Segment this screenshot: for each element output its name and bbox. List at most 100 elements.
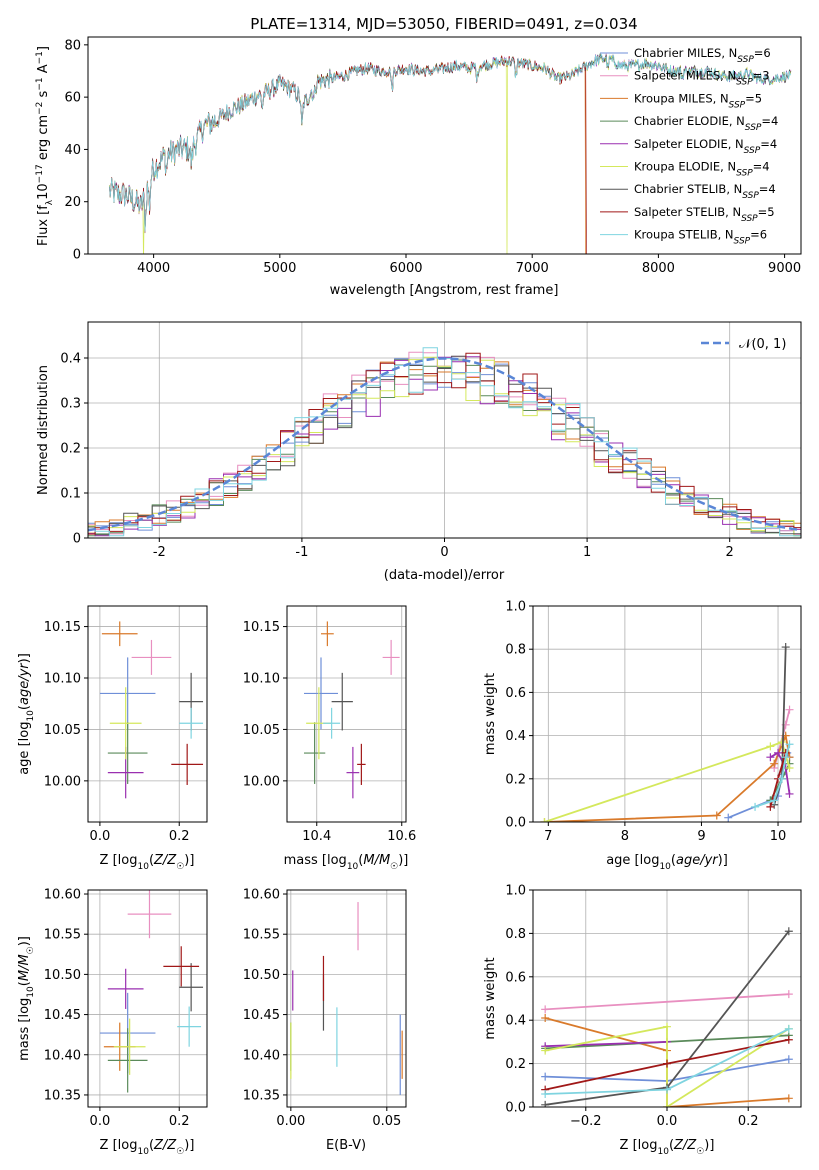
series-marker xyxy=(784,1055,793,1064)
y-tick-label: 0 xyxy=(73,532,81,547)
plot-area-spectrum xyxy=(109,53,792,254)
axes-frame xyxy=(87,36,802,255)
y-tick-label: 10.00 xyxy=(243,774,280,789)
x-axis-label: Z [log10(Z/Z☉)] xyxy=(100,1138,195,1157)
legend: 𝒩(0, 1) xyxy=(701,337,786,352)
series-marker xyxy=(766,742,775,751)
y-tick-label: 0.1 xyxy=(60,487,81,502)
y-tick-label: 10.60 xyxy=(44,888,81,903)
series-marker xyxy=(766,753,775,762)
y-tick-label: 10.40 xyxy=(243,1048,280,1063)
y-tick-label: 0.8 xyxy=(505,643,526,658)
series-marker xyxy=(777,774,786,783)
series-marker xyxy=(777,738,786,747)
y-tick-label: 0.2 xyxy=(60,442,81,457)
y-tick-label: 10.45 xyxy=(44,1008,81,1023)
axes-weight_vs_Z: −0.2 0.0 0.2 0.0 0.2 0.4 0.6 0.8 1.0 xyxy=(505,884,802,1129)
x-tick-label: 0.2 xyxy=(738,1114,759,1129)
x-tick-label: 0.2 xyxy=(169,1114,190,1129)
x-tick-label: 0.0 xyxy=(657,1114,678,1129)
legend-entry: Chabrier MILES, NSSP=6 xyxy=(634,46,771,65)
axes-frame xyxy=(87,321,802,539)
y-tick-label: 10.15 xyxy=(243,620,280,635)
y-tick-label: 60 xyxy=(64,91,81,106)
series-marker xyxy=(663,1085,671,1094)
legend-entry: Kroupa ELODIE, NSSP=4 xyxy=(634,160,770,179)
y-tick-label: 10.05 xyxy=(243,723,280,738)
x-tick-label: 8 xyxy=(621,829,629,844)
y-tick-label: 0.8 xyxy=(505,927,526,942)
y-axis-label: age [log10(age/yr)] xyxy=(17,653,36,775)
x-tick-label: 9 xyxy=(697,829,705,844)
axes-frame xyxy=(286,889,407,1108)
y-tick-label: 10.05 xyxy=(44,723,81,738)
legend: Chabrier MILES, NSSP=6 Salpeter MILES, NS… xyxy=(600,46,778,247)
series-marker xyxy=(781,753,790,762)
legend-entry: Kroupa STELIB, NSSP=6 xyxy=(634,228,767,247)
x-tick-label: 0 xyxy=(440,545,448,560)
y-tick-label: 0.2 xyxy=(505,1057,526,1072)
y-tick-label: 0.0 xyxy=(505,1101,526,1116)
legend-entry: Kroupa MILES, NSSP=5 xyxy=(634,91,762,110)
series-marker xyxy=(541,1046,550,1055)
y-tick-label: 10.45 xyxy=(243,1008,280,1023)
series-marker xyxy=(784,1035,793,1044)
y-tick-label: 0.3 xyxy=(60,397,81,412)
legend-entry: Chabrier ELODIE, NSSP=4 xyxy=(634,114,778,133)
series-marker xyxy=(751,802,760,811)
y-tick-label: 10.35 xyxy=(243,1088,280,1103)
series-marker xyxy=(541,1072,550,1081)
normal-curve xyxy=(88,357,801,532)
y-axis-label: Normed distribution xyxy=(36,365,51,495)
axes-age_vs_Z: 0.0 0.2 10.00 10.05 10.10 10.15 xyxy=(44,605,208,844)
x-tick-label: 10.6 xyxy=(387,829,416,844)
y-tick-label: 10.60 xyxy=(243,888,280,903)
x-tick-label: 4000 xyxy=(137,261,170,276)
x-tick-label: 1 xyxy=(583,545,591,560)
x-tick-label: 8000 xyxy=(642,261,675,276)
y-tick-label: 80 xyxy=(64,38,81,53)
spectrum-line xyxy=(109,53,792,232)
y-tick-label: 10.35 xyxy=(44,1088,81,1103)
x-tick-label: 7000 xyxy=(516,261,549,276)
axes-frame xyxy=(87,605,208,823)
x-axis-label: E(B-V) xyxy=(326,1138,366,1153)
y-tick-label: 0.0 xyxy=(505,816,526,831)
y-axis-label: mass weight xyxy=(483,673,498,755)
y-tick-label: 0.4 xyxy=(505,1014,526,1029)
series-marker xyxy=(541,1089,550,1098)
series-marker xyxy=(663,1103,671,1107)
y-tick-label: 1.0 xyxy=(505,600,526,615)
series-marker xyxy=(770,796,779,805)
x-tick-label: 0.00 xyxy=(276,1114,305,1129)
series-marker xyxy=(784,1094,793,1103)
plot-area-mass_vs_EBV xyxy=(290,902,403,1095)
y-tick-label: 0.4 xyxy=(505,729,526,744)
plot-area-age_vs_mass xyxy=(304,621,400,799)
x-tick-label: 7 xyxy=(544,829,552,844)
x-tick-label: −0.2 xyxy=(570,1114,602,1129)
legend-entry: Salpeter ELODIE, NSSP=4 xyxy=(634,137,777,156)
legend-entry: Chabrier STELIB, NSSP=4 xyxy=(634,182,776,201)
x-tick-label: 2 xyxy=(726,545,734,560)
series-marker xyxy=(785,764,794,772)
series-line xyxy=(545,1041,668,1048)
series-marker xyxy=(540,818,549,822)
x-tick-label: 6000 xyxy=(389,261,422,276)
y-tick-label: 0.6 xyxy=(505,686,526,701)
legend-entry: Salpeter STELIB, NSSP=5 xyxy=(634,205,775,224)
axes-frame xyxy=(532,889,802,1108)
y-tick-label: 1.0 xyxy=(505,884,526,899)
axes-weight_vs_age: 7 8 9 10 0.0 0.2 0.4 0.6 0.8 1.0 xyxy=(505,600,802,844)
series-marker xyxy=(785,789,794,798)
series-line xyxy=(545,993,789,1011)
axes-frame xyxy=(286,605,407,823)
y-tick-label: 10.00 xyxy=(44,774,81,789)
series-marker xyxy=(770,759,779,768)
y-axis-label: mass weight xyxy=(483,957,498,1039)
series-marker xyxy=(724,813,733,822)
plot-area-residuals xyxy=(88,347,801,537)
x-tick-label: 0.05 xyxy=(372,1114,401,1129)
series-marker xyxy=(785,705,794,714)
